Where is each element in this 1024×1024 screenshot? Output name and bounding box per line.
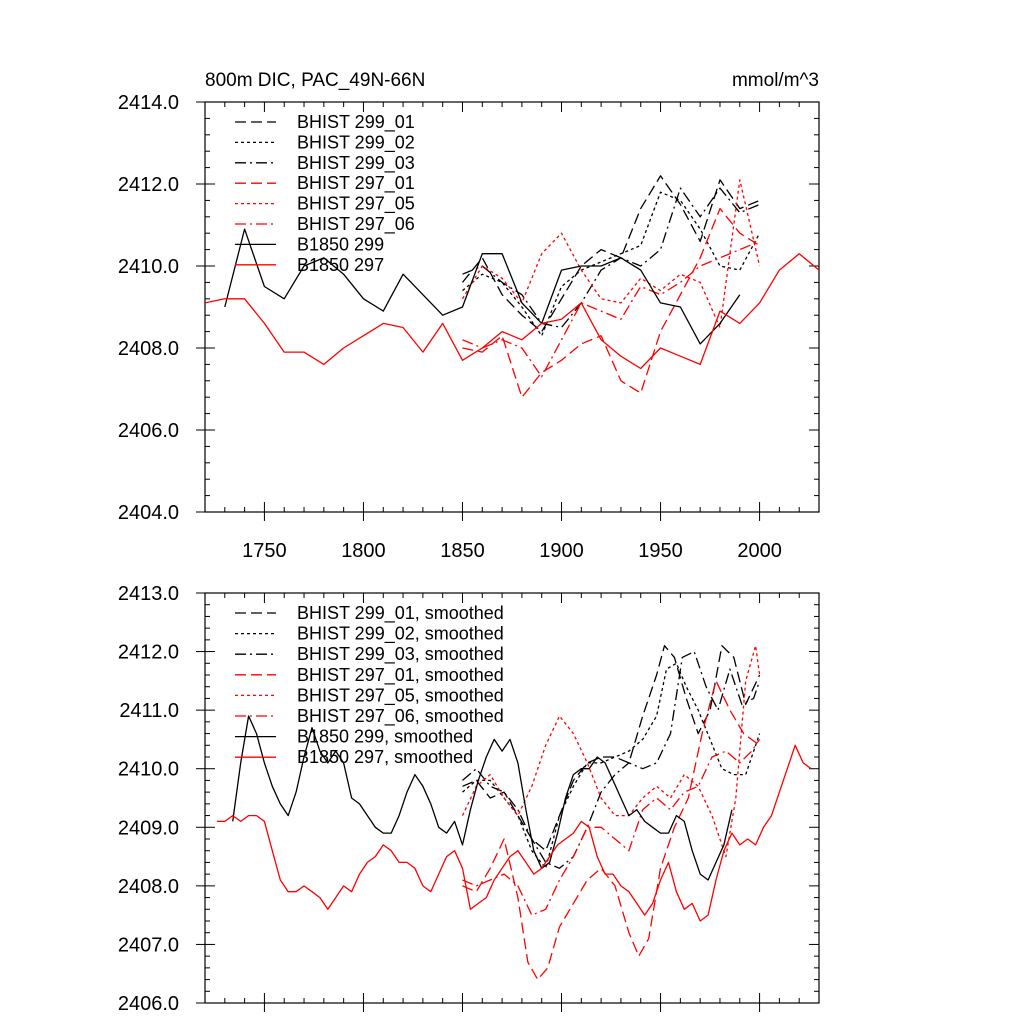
top-chart-units: mmol/m^3 <box>732 70 819 91</box>
bottom-series-line-4 <box>462 680 760 981</box>
top-plot-frame <box>204 101 820 513</box>
top-x-tick-label: 1950 <box>638 540 683 562</box>
bottom-y-tick-label: 2413.0 <box>118 583 179 605</box>
top-chart-title: 800m DIC, PAC_49N-66N <box>205 70 425 91</box>
bottom-legend-label: B1850 297, smoothed <box>297 747 473 767</box>
top-x-tick-label: 1800 <box>341 540 386 562</box>
bottom-y-tick-label: 2412.0 <box>118 642 179 664</box>
bottom-series-line-5 <box>461 645 761 858</box>
bottom-y-tick-label: 2410.0 <box>118 759 179 781</box>
bottom-series-line-1 <box>462 645 761 852</box>
top-x-tick-label: 1850 <box>440 540 485 562</box>
bottom-y-tick-label: 2411.0 <box>119 700 179 722</box>
top-series-line-1 <box>461 175 760 333</box>
top-legend-label: BHIST 299_03 <box>297 153 415 174</box>
top-legend-label: BHIST 299_01 <box>297 112 415 133</box>
top-series-line-3 <box>462 187 760 329</box>
bottom-chart-plot: 2406.0 2407.0 2408.0 2409.0 2410.0 2411.0 2412… <box>118 583 820 1015</box>
top-chart-plot: 1750 1800 1850 1900 1950 2000 2404.0 2406.0 2408… <box>118 92 820 562</box>
top-legend-label: BHIST 297_05 <box>297 194 415 215</box>
bottom-legend-label: B1850 299, smoothed <box>297 727 473 747</box>
bottom-series-line-8 <box>216 744 812 922</box>
bottom-legend-label: BHIST 297_05, smoothed <box>297 685 504 706</box>
top-series-line-2 <box>462 191 761 337</box>
top-y-tick-label: 2406.0 <box>118 420 179 442</box>
top-x-tick-label: 1900 <box>539 540 584 562</box>
top-x-tick-label: 1750 <box>242 540 287 562</box>
top-y-tick-label: 2412.0 <box>118 174 179 196</box>
bottom-legend-label: BHIST 299_01, smoothed <box>297 603 504 624</box>
bottom-series-line-7 <box>232 715 733 881</box>
top-legend-label: B1850 297 <box>297 255 384 275</box>
top-series-line-8 <box>205 253 819 370</box>
bottom-y-tick-label: 2408.0 <box>118 876 179 898</box>
bottom-series-line-2 <box>462 662 761 869</box>
top-legend-label: BHIST 297_06 <box>297 214 415 235</box>
bottom-legend-label: BHIST 297_01, smoothed <box>297 665 504 686</box>
top-series-line-6 <box>462 240 760 378</box>
top-series-group <box>205 175 819 398</box>
bottom-series-group <box>216 645 812 981</box>
bottom-series-line-3 <box>462 650 761 869</box>
bottom-y-tick-label: 2406.0 <box>118 993 179 1015</box>
bottom-series-line-6 <box>462 739 761 916</box>
bottom-legend-label: BHIST 297_06, smoothed <box>297 706 504 727</box>
bottom-plot-frame <box>204 592 820 1004</box>
top-y-tick-label: 2408.0 <box>118 338 179 360</box>
bottom-legend-label: BHIST 299_02, smoothed <box>297 624 504 645</box>
top-series-line-4 <box>462 207 760 398</box>
top-series-line-5 <box>461 179 761 329</box>
top-legend-label: BHIST 297_01 <box>297 173 415 194</box>
bottom-y-tick-label: 2407.0 <box>118 934 179 956</box>
bottom-y-tick-label: 2409.0 <box>118 817 179 839</box>
bottom-legend-label: BHIST 299_03, smoothed <box>297 644 504 665</box>
top-y-tick-label: 2410.0 <box>118 256 179 278</box>
top-y-tick-label: 2414.0 <box>118 92 179 114</box>
top-y-tick-label: 2404.0 <box>118 502 179 524</box>
top-x-tick-label: 2000 <box>737 540 782 562</box>
top-legend-label: BHIST 299_02 <box>297 132 415 153</box>
top-series-line-7 <box>224 228 741 345</box>
top-legend-label: B1850 299 <box>297 234 384 254</box>
